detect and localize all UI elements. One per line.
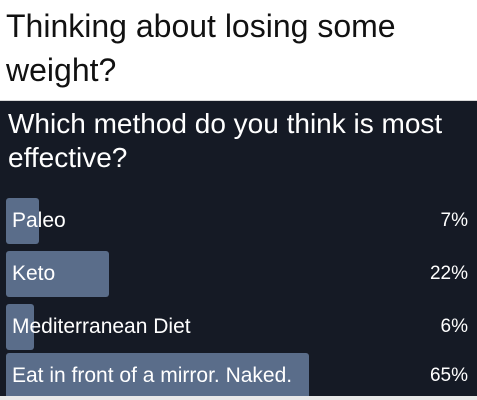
post-title: Thinking about losing some weight? xyxy=(6,8,396,88)
poll-option-mirror[interactable]: Eat in front of a mirror. Naked. 65% xyxy=(6,353,472,399)
poll-option-percent: 65% xyxy=(429,365,468,386)
bottom-edge xyxy=(0,396,477,400)
poll-option-percent: 6% xyxy=(440,316,468,337)
poll-option-keto[interactable]: Keto 22% xyxy=(6,251,472,297)
poll-option-bar xyxy=(6,198,39,244)
poll-option-label: Eat in front of a mirror. Naked. xyxy=(12,364,293,387)
poll-option-label: Paleo xyxy=(12,209,66,232)
poll-question: Which method do you think is most effect… xyxy=(8,108,443,173)
poll-option-bar xyxy=(6,304,34,350)
poll-option-paleo[interactable]: Paleo 7% xyxy=(6,198,472,244)
poll-card: Which method do you think is most effect… xyxy=(0,101,477,400)
poll-option-percent: 7% xyxy=(440,210,468,231)
poll-option-mediterranean[interactable]: Mediterranean Diet 6% xyxy=(6,304,472,350)
post-header: Thinking about losing some weight? xyxy=(0,0,477,101)
poll-option-label: Mediterranean Diet xyxy=(12,315,191,338)
poll-option-label: Keto xyxy=(12,262,56,285)
poll-option-percent: 22% xyxy=(429,263,468,284)
poll-option-bar xyxy=(6,353,309,399)
poll-option-bar xyxy=(6,251,109,297)
